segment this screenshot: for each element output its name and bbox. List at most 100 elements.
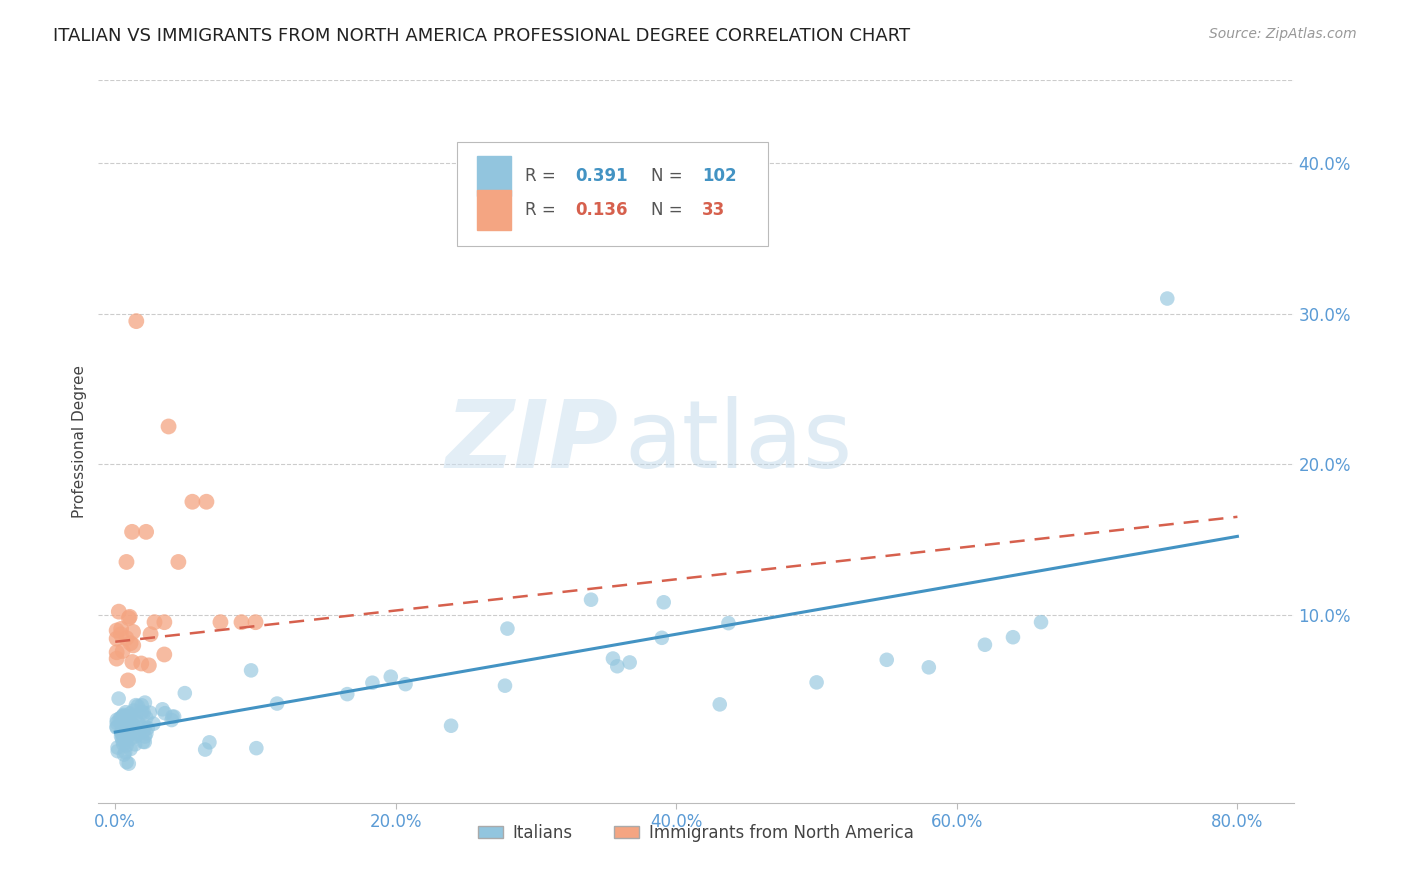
Point [131,698,153,713]
Point [120,732,142,747]
Text: N =: N = [651,167,688,185]
Point [127,715,149,730]
Point [132,735,155,749]
Point [135,524,157,539]
Point [125,725,148,739]
Point [394,677,416,691]
Text: atlas: atlas [624,395,852,488]
Point [115,731,138,745]
Point [114,745,136,759]
Point [122,639,145,653]
Point [115,755,138,769]
Point [122,624,145,639]
Point [142,716,165,731]
Point [127,698,149,713]
Point [138,658,160,673]
Point [117,716,139,731]
Point [110,717,132,731]
Point [245,741,267,756]
Point [112,737,135,751]
Text: 33: 33 [702,202,725,219]
Point [974,638,997,652]
Point [112,707,135,722]
Point [602,651,624,665]
Text: 0.136: 0.136 [575,202,627,219]
Point [160,713,183,727]
Point [245,615,267,630]
Point [105,721,128,735]
Point [117,724,139,739]
Point [122,704,145,718]
Point [115,739,138,753]
Point [717,616,740,631]
Point [709,698,731,712]
Point [120,708,142,723]
Point [134,735,156,749]
Text: 102: 102 [702,167,737,185]
Text: ITALIAN VS IMMIGRANTS FROM NORTH AMERICA PROFESSIONAL DEGREE CORRELATION CHART: ITALIAN VS IMMIGRANTS FROM NORTH AMERICA… [53,27,911,45]
Point [1029,615,1052,630]
Point [651,631,673,645]
Point [266,697,288,711]
Point [606,659,628,673]
Point [111,709,134,723]
Point [153,706,176,721]
Point [125,314,148,328]
Point [112,725,135,739]
Point [494,679,516,693]
Point [120,636,142,650]
Point [111,727,134,741]
Point [110,622,132,636]
Point [105,624,128,638]
Point [195,494,218,508]
Point [380,670,402,684]
Point [108,605,131,619]
Point [107,744,129,758]
Point [121,655,143,669]
Text: Source: ZipAtlas.com: Source: ZipAtlas.com [1209,27,1357,41]
Point [693,209,716,223]
Point [118,610,141,624]
Point [110,627,132,641]
Point [619,656,641,670]
Point [162,709,184,723]
Point [105,645,128,659]
Point [112,725,135,739]
Text: 0.391: 0.391 [575,167,628,185]
Point [139,706,162,720]
Point [134,719,156,733]
Point [112,747,135,762]
Text: R =: R = [524,167,561,185]
Point [120,722,142,736]
Point [111,726,134,740]
Point [134,696,156,710]
Point [121,724,143,739]
Text: ZIP: ZIP [446,395,619,488]
FancyBboxPatch shape [477,191,510,230]
Point [152,702,174,716]
Y-axis label: Professional Degree: Professional Degree [72,365,87,518]
Point [110,730,132,744]
Point [107,691,129,706]
Point [652,595,675,609]
Legend: Italians, Immigrants from North America: Italians, Immigrants from North America [471,817,921,848]
Point [163,709,186,723]
Point [153,648,176,662]
Point [124,730,146,744]
Point [918,660,941,674]
Point [115,631,138,645]
Point [112,733,135,747]
Point [121,714,143,728]
Point [153,615,176,630]
Point [1001,630,1024,644]
Point [361,675,384,690]
Point [173,686,195,700]
FancyBboxPatch shape [477,156,510,195]
Point [114,709,136,723]
Point [118,611,141,625]
Point [111,644,134,658]
Point [135,726,157,740]
Point [120,720,142,734]
Point [115,555,138,569]
Point [336,687,359,701]
